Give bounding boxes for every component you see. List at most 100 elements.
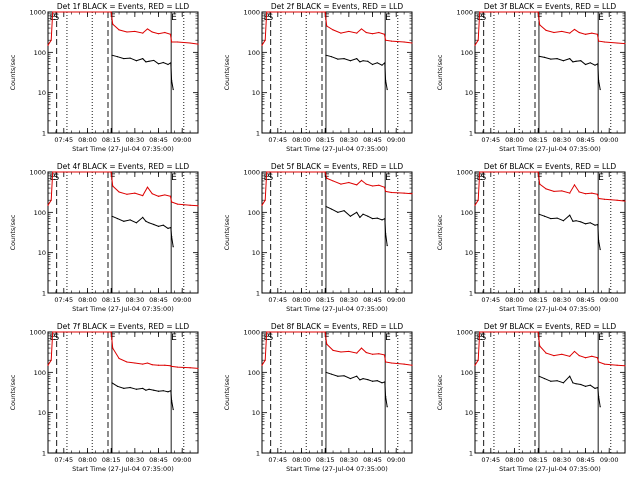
events-data-point	[550, 380, 552, 382]
y-axis-label: Counts/sec	[223, 54, 231, 90]
events-data-point	[148, 388, 150, 390]
chart-title: Det 5f BLACK = Events, RED = LLD	[271, 162, 404, 171]
events-data-point	[157, 63, 160, 65]
lld-data-point	[63, 171, 65, 173]
events-data-point	[167, 227, 169, 229]
interval-marker-label: S	[54, 333, 60, 343]
lld-data-point	[603, 363, 606, 365]
lld-series-line	[47, 171, 199, 207]
events-data-point	[116, 56, 119, 58]
events-data-point	[171, 236, 173, 238]
lld-data-point	[197, 43, 199, 45]
events-data-point	[135, 60, 138, 62]
events-data-point	[381, 64, 383, 66]
lld-data-point	[112, 23, 114, 25]
detector-panel: Det 4f BLACK = Events, RED = LLD 1 10 100 10…	[8, 160, 208, 320]
x-tick-label: 08:00	[292, 296, 311, 304]
y-tick-label: 1	[256, 130, 260, 138]
x-tick-label: 08:00	[292, 456, 311, 464]
lld-data-point	[151, 193, 153, 195]
y-tick-label: 10	[465, 249, 473, 257]
lld-data-point	[378, 31, 380, 34]
lld-data-point	[151, 364, 153, 366]
x-tick-label: 08:00	[505, 296, 524, 304]
events-data-point	[599, 406, 601, 408]
lld-data-point	[403, 41, 405, 43]
events-data-point	[556, 217, 558, 219]
detector-panel: Det 3f BLACK = Events, RED = LLD 1 10 100 10…	[435, 0, 635, 160]
events-data-point	[384, 381, 386, 383]
x-tick-label: 09:00	[173, 136, 192, 144]
lld-data-point	[383, 33, 385, 35]
lld-data-point	[596, 193, 598, 195]
lld-data-point	[584, 193, 587, 195]
lld-data-point	[403, 363, 405, 365]
y-tick-label: 1	[469, 450, 473, 458]
events-data-point	[594, 224, 596, 226]
x-tick-label: 08:30	[125, 456, 144, 464]
lld-data-point	[63, 11, 65, 13]
detector-panel: Det 5f BLACK = Events, RED = LLD 1 10 100 10…	[222, 160, 422, 320]
x-tick-label: 08:30	[552, 136, 571, 144]
y-tick-label: 10	[38, 89, 46, 97]
lld-data-point	[403, 192, 405, 194]
lld-series-line	[47, 11, 199, 46]
events-data-point	[325, 54, 327, 56]
events-data-point	[543, 377, 546, 380]
lld-data-point	[157, 33, 160, 35]
lld-data-point	[52, 171, 54, 173]
y-tick-label: 100	[248, 369, 260, 377]
lld-data-point	[490, 11, 492, 13]
interval-marker-label: E	[385, 333, 391, 343]
x-tick-label: 08:15	[102, 136, 121, 144]
x-tick-label: 07:45	[54, 456, 73, 464]
x-tick-label: 08:30	[125, 136, 144, 144]
lld-data-point	[171, 201, 173, 203]
plot-frame	[261, 11, 413, 134]
events-data-point	[170, 62, 172, 64]
lld-data-point	[390, 191, 393, 194]
lld-data-point	[47, 364, 49, 366]
lld-data-point	[411, 193, 413, 195]
lld-data-point	[545, 352, 547, 354]
events-data-point	[550, 58, 552, 60]
events-data-point	[362, 60, 364, 62]
lld-data-point	[277, 11, 279, 13]
detector-panel: Det 7f BLACK = Events, RED = LLD 1 10 100 10…	[8, 320, 208, 480]
events-data-point	[337, 58, 339, 60]
lld-data-point	[371, 353, 374, 355]
y-tick-label: 10	[465, 409, 473, 417]
lld-data-point	[348, 181, 350, 184]
events-data-point	[337, 211, 339, 213]
x-tick-label: 08:15	[102, 456, 121, 464]
y-tick-label: 1	[469, 290, 473, 298]
events-series-line	[111, 382, 174, 410]
lld-data-point	[569, 355, 571, 357]
lld-data-point	[365, 31, 367, 34]
x-tick-label: 08:00	[292, 136, 311, 144]
x-axis-label: Start Time (27-Jul-04 07:35:00)	[72, 145, 174, 153]
lld-data-point	[371, 33, 374, 35]
lld-data-point	[269, 331, 271, 333]
lld-data-point	[164, 31, 166, 34]
lld-data-point	[360, 179, 363, 181]
x-tick-label: 09:00	[600, 456, 619, 464]
lld-data-point	[596, 33, 598, 35]
lld-data-point	[50, 199, 52, 201]
lld-series-line	[261, 171, 413, 206]
events-data-point	[172, 88, 174, 91]
events-data-point	[111, 382, 113, 384]
y-tick-label: 1	[469, 130, 473, 138]
events-data-point	[167, 391, 169, 393]
lld-data-point	[277, 331, 279, 333]
events-data-point	[384, 62, 386, 64]
interval-marker-label: F	[110, 13, 115, 23]
lld-data-point	[356, 32, 358, 34]
lld-data-point	[164, 194, 166, 196]
lld-data-point	[266, 171, 268, 173]
events-data-point	[597, 223, 599, 226]
events-data-point	[556, 380, 558, 382]
chart-title: Det 3f BLACK = Events, RED = LLD	[484, 2, 617, 11]
events-data-point	[589, 222, 591, 224]
lld-data-point	[584, 357, 587, 359]
